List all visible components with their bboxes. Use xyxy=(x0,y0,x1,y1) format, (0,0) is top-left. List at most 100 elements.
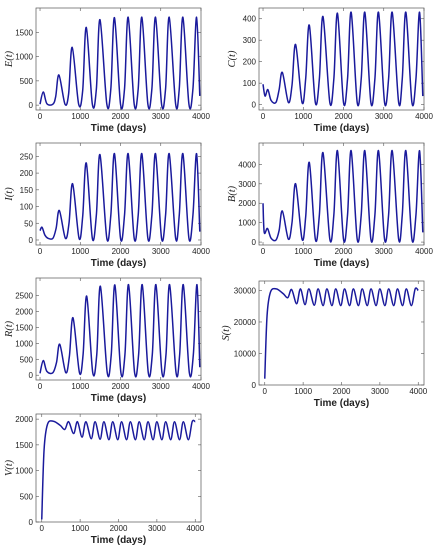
x-tick-label: 4000 xyxy=(186,524,204,533)
y-tick-label: 2500 xyxy=(15,292,33,301)
x-tick-label: 3000 xyxy=(375,247,393,256)
panel-r: 0 1000 2000 3000 4000 0 500 1000 1500 2000 2500 Tim… xyxy=(4,277,210,404)
x-axis-label: Time (days) xyxy=(314,123,369,134)
y-tick-label: 1500 xyxy=(15,441,33,450)
y-tick-label: 0 xyxy=(252,238,257,247)
panel-e: 0 1000 2000 3000 4000 0 500 1000 1500 Time (days)… xyxy=(4,7,210,134)
series-line xyxy=(262,150,424,243)
x-tick-label: 4000 xyxy=(415,247,433,256)
x-tick-label: 3000 xyxy=(371,387,389,396)
x-tick-label: 2000 xyxy=(110,524,128,533)
x-tick-label: 2000 xyxy=(112,112,130,121)
y-axis-label: S(t) xyxy=(221,325,232,341)
y-tick-label: 0 xyxy=(29,101,34,110)
y-tick-label: 200 xyxy=(20,169,34,178)
series-line xyxy=(39,152,201,242)
plot-frame xyxy=(35,142,202,246)
y-tick-label: 100 xyxy=(243,79,257,88)
y-tick-label: 500 xyxy=(20,355,34,364)
x-tick-label: 3000 xyxy=(152,382,170,391)
y-tick-label: 20000 xyxy=(234,318,257,327)
x-axis-label: Time (days) xyxy=(314,398,369,409)
y-tick-label: 3000 xyxy=(238,180,256,189)
x-tick-label: 0 xyxy=(38,382,43,391)
y-axis-label: E(t) xyxy=(4,50,15,68)
x-tick-label: 2000 xyxy=(112,247,130,256)
y-tick-label: 250 xyxy=(20,152,34,161)
y-tick-label: 400 xyxy=(243,15,257,24)
series-line xyxy=(264,287,419,379)
y-tick-label: 0 xyxy=(252,381,257,390)
y-tick-label: 1000 xyxy=(15,339,33,348)
panel-i: 0 1000 2000 3000 4000 0 50 100 150 200 250 Time (da… xyxy=(4,142,210,269)
x-axis-label: Time (days) xyxy=(314,258,369,269)
y-axis-label: V(t) xyxy=(4,459,15,476)
series-line xyxy=(262,11,424,107)
y-tick-label: 0 xyxy=(29,236,34,245)
panel-c: 0 1000 2000 3000 4000 0 100 200 300 400 Time (days… xyxy=(227,7,433,134)
plot-frame xyxy=(258,142,425,246)
y-tick-label: 30000 xyxy=(234,286,257,295)
x-tick-label: 0 xyxy=(263,387,268,396)
plot-frame xyxy=(35,277,202,381)
x-tick-label: 2000 xyxy=(112,382,130,391)
panel-b: 0 1000 2000 3000 4000 0 1000 2000 3000 4000 Time (… xyxy=(227,142,433,269)
y-tick-label: 300 xyxy=(243,36,257,45)
y-tick-label: 0 xyxy=(252,101,257,110)
y-axis-label: R(t) xyxy=(4,320,15,338)
y-tick-label: 0 xyxy=(29,518,34,527)
x-tick-label: 1000 xyxy=(71,524,89,533)
y-tick-label: 50 xyxy=(24,219,33,228)
x-tick-label: 4000 xyxy=(192,112,210,121)
panel-v: 0 1000 2000 3000 4000 0 500 1000 1500 2000 Time (d… xyxy=(4,413,205,546)
x-tick-label: 3000 xyxy=(375,112,393,121)
plot-frame xyxy=(35,7,202,111)
x-tick-label: 2000 xyxy=(335,112,353,121)
x-axis-label: Time (days) xyxy=(91,258,146,269)
y-axis-label: B(t) xyxy=(227,185,238,202)
y-tick-label: 150 xyxy=(20,186,34,195)
series-line xyxy=(39,283,201,378)
y-tick-label: 0 xyxy=(29,371,34,380)
y-tick-label: 100 xyxy=(20,203,34,212)
x-tick-label: 0 xyxy=(261,112,266,121)
plot-frame xyxy=(258,7,425,111)
y-tick-label: 500 xyxy=(20,492,34,501)
y-axis-label: C(t) xyxy=(227,50,238,67)
y-tick-label: 10000 xyxy=(234,349,257,358)
y-tick-label: 500 xyxy=(20,77,34,86)
x-tick-label: 2000 xyxy=(335,247,353,256)
x-tick-label: 1000 xyxy=(294,387,312,396)
x-tick-label: 1000 xyxy=(294,112,312,121)
y-tick-label: 2000 xyxy=(15,415,33,424)
x-tick-label: 4000 xyxy=(415,112,433,121)
x-tick-label: 0 xyxy=(40,524,45,533)
x-tick-label: 1000 xyxy=(71,382,89,391)
x-tick-label: 3000 xyxy=(152,112,170,121)
x-tick-label: 1000 xyxy=(71,112,89,121)
x-tick-label: 0 xyxy=(38,247,43,256)
x-tick-label: 0 xyxy=(38,112,43,121)
y-tick-label: 4000 xyxy=(238,160,256,169)
x-tick-label: 4000 xyxy=(192,382,210,391)
x-tick-label: 3000 xyxy=(148,524,166,533)
y-tick-label: 2000 xyxy=(238,199,256,208)
panel-s: 0 1000 2000 3000 4000 0 10000 20000 30000 Time (d… xyxy=(221,280,428,409)
x-axis-label: Time (days) xyxy=(91,535,146,546)
y-tick-label: 1500 xyxy=(15,28,33,37)
x-tick-label: 4000 xyxy=(409,387,427,396)
x-tick-label: 4000 xyxy=(192,247,210,256)
x-axis-label: Time (days) xyxy=(91,123,146,134)
x-tick-label: 1000 xyxy=(294,247,312,256)
y-tick-label: 1000 xyxy=(238,219,256,228)
y-tick-label: 2000 xyxy=(15,307,33,316)
x-axis-label: Time (days) xyxy=(91,393,146,404)
x-tick-label: 3000 xyxy=(152,247,170,256)
y-tick-label: 1000 xyxy=(15,53,33,62)
y-axis-label: I(t) xyxy=(4,187,15,202)
y-tick-label: 1000 xyxy=(15,467,33,476)
y-tick-label: 200 xyxy=(243,58,257,67)
x-tick-label: 1000 xyxy=(71,247,89,256)
y-tick-label: 1500 xyxy=(15,323,33,332)
